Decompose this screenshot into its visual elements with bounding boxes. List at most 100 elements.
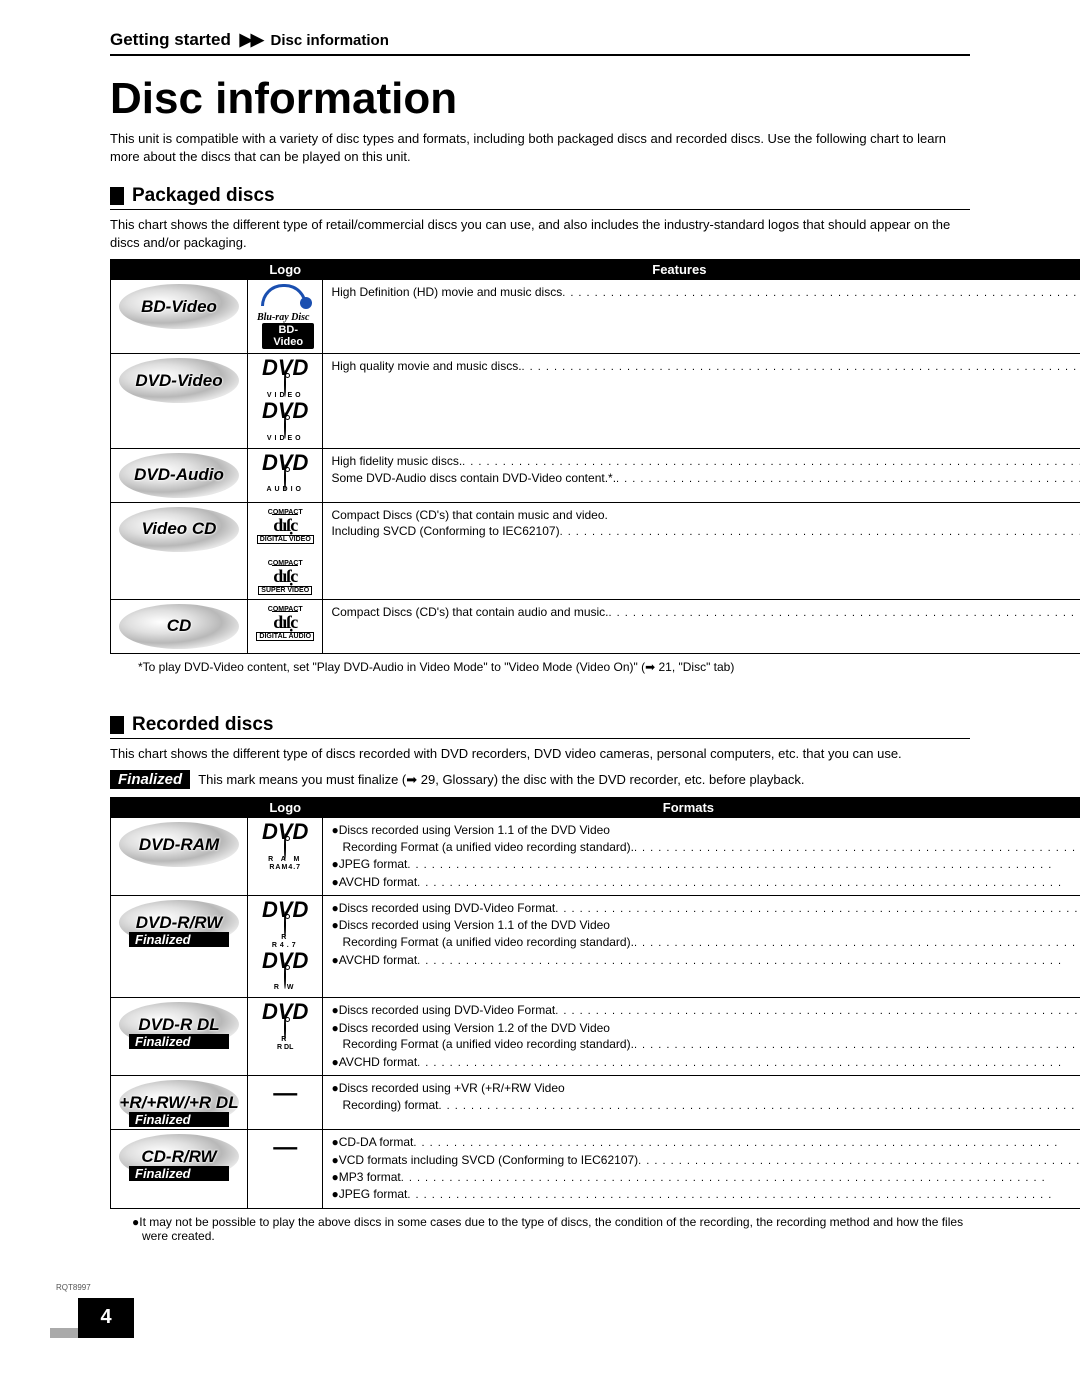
disc-label: DVD-R/RW xyxy=(136,913,223,933)
disc-label: DVD-RAM xyxy=(139,835,219,855)
leader-dots xyxy=(634,934,1080,951)
disc-cell: DVD-Audio xyxy=(111,448,248,502)
disc-icon: DVD-R/RWFinalized xyxy=(119,900,239,945)
disc-icon: CD xyxy=(119,604,239,649)
feature-text: ●JPEG format xyxy=(331,856,407,873)
feature-line: Compact Discs (CD's) that contain audio … xyxy=(331,604,1080,621)
breadcrumb: Getting started ▶▶ Disc information xyxy=(110,30,970,56)
table-row: BD-Video Blu-ray Disc BD-Video High Defi… xyxy=(111,280,1080,354)
table-row: +R/+RW/+R DLFinalized — ●Discs recorded … xyxy=(111,1076,1080,1130)
section-packaged-title: Packaged discs xyxy=(132,185,275,207)
feature-text: Some DVD-Audio discs contain DVD-Video c… xyxy=(331,470,616,487)
feature-text: High Definition (HD) movie and music dis… xyxy=(331,284,562,301)
formats-cell: ●Discs recorded using DVD-Video Format D… xyxy=(323,998,1080,1076)
finalized-strip: Finalized xyxy=(129,1034,229,1049)
leader-dots xyxy=(560,523,1080,540)
feature-text: ●MP3 format xyxy=(331,1169,400,1186)
dvd-video-logo-icon: DVDVIDEO xyxy=(262,360,308,399)
section-recorded-head: Recorded discs xyxy=(110,714,970,739)
feature-line: Some DVD-Audio discs contain DVD-Video c… xyxy=(331,470,1080,487)
leader-dots xyxy=(634,839,1080,856)
feature-line: ●Discs recorded using DVD-Video Format D… xyxy=(331,1002,1080,1019)
disc-icon: DVD-Video xyxy=(119,358,239,403)
disc-cell: DVD-R DLFinalized xyxy=(111,998,248,1076)
leader-dots xyxy=(609,604,1080,621)
section-bar-icon xyxy=(110,716,124,734)
dvd-rw-logo-icon: DVDR W xyxy=(262,953,308,992)
feature-text: Including SVCD (Conforming to IEC62107) xyxy=(331,523,559,540)
feature-line: Recording) format DVD-V xyxy=(331,1097,1080,1114)
feature-text: Recording Format (a unified video record… xyxy=(342,839,633,856)
feature-line: Recording Format (a unified video record… xyxy=(331,1036,1080,1053)
leader-dots xyxy=(634,1036,1080,1053)
disc-cell: DVD-Video xyxy=(111,354,248,448)
page-footer: RQT8997 4 xyxy=(50,1283,970,1338)
feature-line: Recording Format (a unified video record… xyxy=(331,839,1080,856)
disc-label: DVD-Video xyxy=(135,371,222,391)
feature-text: Recording Format (a unified video record… xyxy=(342,1036,633,1053)
leader-dots xyxy=(401,1169,1080,1186)
feature-line: Recording Format (a unified video record… xyxy=(331,934,1080,951)
feature-text: ●Discs recorded using DVD-Video Format xyxy=(331,900,555,917)
document-code: RQT8997 xyxy=(56,1283,134,1292)
feature-text: ●Discs recorded using +VR (+R/+RW Video xyxy=(331,1080,1080,1097)
packaged-table: Logo FeaturesIndicated as BD-Video Blu-r… xyxy=(110,259,1080,653)
leader-dots xyxy=(555,900,1080,917)
no-logo-icon: — xyxy=(273,1134,297,1161)
th-logo: Logo xyxy=(248,798,323,818)
feature-text: ●Discs recorded using Version 1.1 of the… xyxy=(331,822,1080,839)
formats-cell: ●Discs recorded using DVD-Video Format D… xyxy=(323,896,1080,998)
finalized-note-text: This mark means you must finalize (➡ 29,… xyxy=(198,772,804,788)
th-formats-indicated: FormatsIndicated as xyxy=(323,798,1080,818)
features-cell: High Definition (HD) movie and music dis… xyxy=(323,280,1080,354)
vcd-logo-icon: COMPACTdıſ̣cDIGITAL VIDEO xyxy=(257,507,314,544)
disc-cell: BD-Video xyxy=(111,280,248,354)
features-cell: High quality movie and music discs. DVD-… xyxy=(323,354,1080,448)
feature-text: ●AVCHD format xyxy=(331,874,417,891)
logo-cell: DVDRR4.7 DVDR W xyxy=(248,896,323,998)
disc-label: Video CD xyxy=(142,519,217,539)
footer-strip-icon xyxy=(50,1328,78,1338)
disc-cell: DVD-R/RWFinalized xyxy=(111,896,248,998)
logo-cell: — xyxy=(248,1076,323,1130)
disc-cell: Video CD xyxy=(111,502,248,599)
feature-line: ●AVCHD format BD-V xyxy=(331,1054,1080,1071)
packaged-desc: This chart shows the different type of r… xyxy=(110,216,970,251)
feature-text: Compact Discs (CD's) that contain audio … xyxy=(331,604,608,621)
disc-icon: DVD-RAM xyxy=(119,822,239,867)
disc-label: DVD-R DL xyxy=(138,1015,219,1035)
disc-icon: CD-R/RWFinalized xyxy=(119,1134,239,1179)
breadcrumb-separator: ▶▶ xyxy=(240,30,262,49)
breadcrumb-sub: Disc information xyxy=(271,32,389,49)
finalized-badge-icon: Finalized xyxy=(110,770,190,789)
cd-logo-icon: COMPACTdıſ̣cDIGITAL AUDIO xyxy=(256,604,314,641)
leader-dots xyxy=(413,1134,1080,1151)
disc-icon: DVD-R DLFinalized xyxy=(119,1002,239,1047)
feature-text: ●Discs recorded using Version 1.1 of the… xyxy=(331,917,1080,934)
disc-icon: DVD-Audio xyxy=(119,453,239,498)
table-row: DVD-R DLFinalized DVDRR DL ●Discs record… xyxy=(111,998,1080,1076)
table-row: CD COMPACTdıſ̣cDIGITAL AUDIO Compact Dis… xyxy=(111,599,1080,653)
leader-dots xyxy=(562,284,1080,301)
feature-text: ●AVCHD format xyxy=(331,952,417,969)
leader-dots xyxy=(522,358,1080,375)
logo-cell: Blu-ray Disc BD-Video xyxy=(248,280,323,354)
disc-icon: Video CD xyxy=(119,507,239,552)
logo-cell: DVDRR DL xyxy=(248,998,323,1076)
disc-icon: BD-Video xyxy=(119,284,239,329)
feature-text: Recording Format (a unified video record… xyxy=(342,934,633,951)
features-cell: High fidelity music discs. DVD-A Some DV… xyxy=(323,448,1080,502)
finalized-note: Finalized This mark means you must final… xyxy=(110,770,970,789)
formats-cell: ●Discs recorded using Version 1.1 of the… xyxy=(323,818,1080,896)
section-packaged-head: Packaged discs xyxy=(110,185,970,210)
disc-label: CD-R/RW xyxy=(141,1147,216,1167)
feature-line: ●AVCHD format BD-V xyxy=(331,874,1080,891)
leader-dots xyxy=(555,1002,1080,1019)
disc-label: +R/+RW/+R DL xyxy=(119,1093,238,1113)
section-recorded-title: Recorded discs xyxy=(132,714,274,736)
feature-line: High quality movie and music discs. DVD-… xyxy=(331,358,1080,375)
th-features-indicated: FeaturesIndicated as xyxy=(323,260,1080,280)
feature-text: ●JPEG format xyxy=(331,1186,407,1203)
logo-cell: DVDVIDEO DVDVIDEO xyxy=(248,354,323,448)
feature-line: ●JPEG format JPEG xyxy=(331,856,1080,873)
